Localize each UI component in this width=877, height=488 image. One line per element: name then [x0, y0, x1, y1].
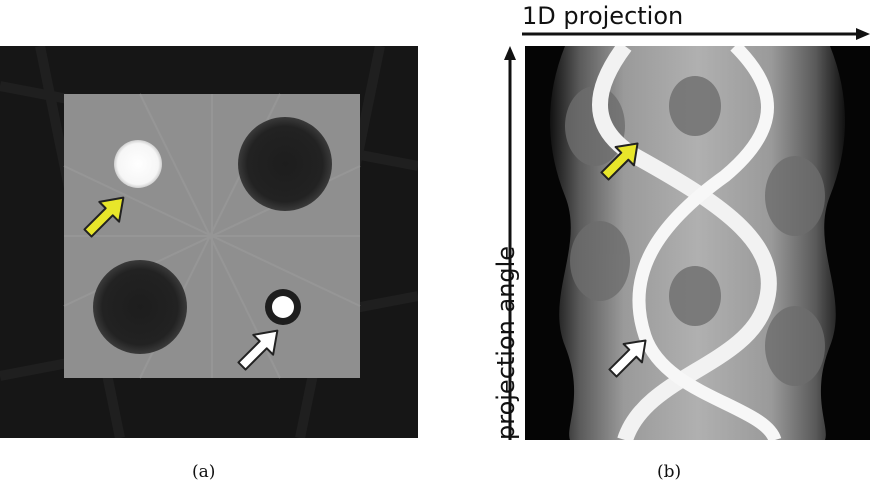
- bright-insert-small: [272, 296, 294, 318]
- yellow-arrow-icon: [600, 142, 639, 181]
- x-axis-label: 1D projection: [522, 2, 684, 30]
- x-axis-arrow-icon: [522, 28, 870, 40]
- y-axis-arrow-icon: [504, 46, 516, 440]
- caption-b: (b): [657, 462, 682, 482]
- sinogram-image: [525, 46, 870, 440]
- white-arrow-icon: [608, 339, 647, 378]
- yellow-arrow-icon: [83, 196, 125, 238]
- white-arrow-icon: [237, 329, 279, 371]
- dark-insert-top-right: [238, 117, 332, 211]
- caption-a: (a): [192, 462, 216, 482]
- bright-insert-large: [114, 140, 162, 188]
- ct-slice-image: [0, 46, 418, 438]
- dark-insert-bottom-left: [93, 260, 187, 354]
